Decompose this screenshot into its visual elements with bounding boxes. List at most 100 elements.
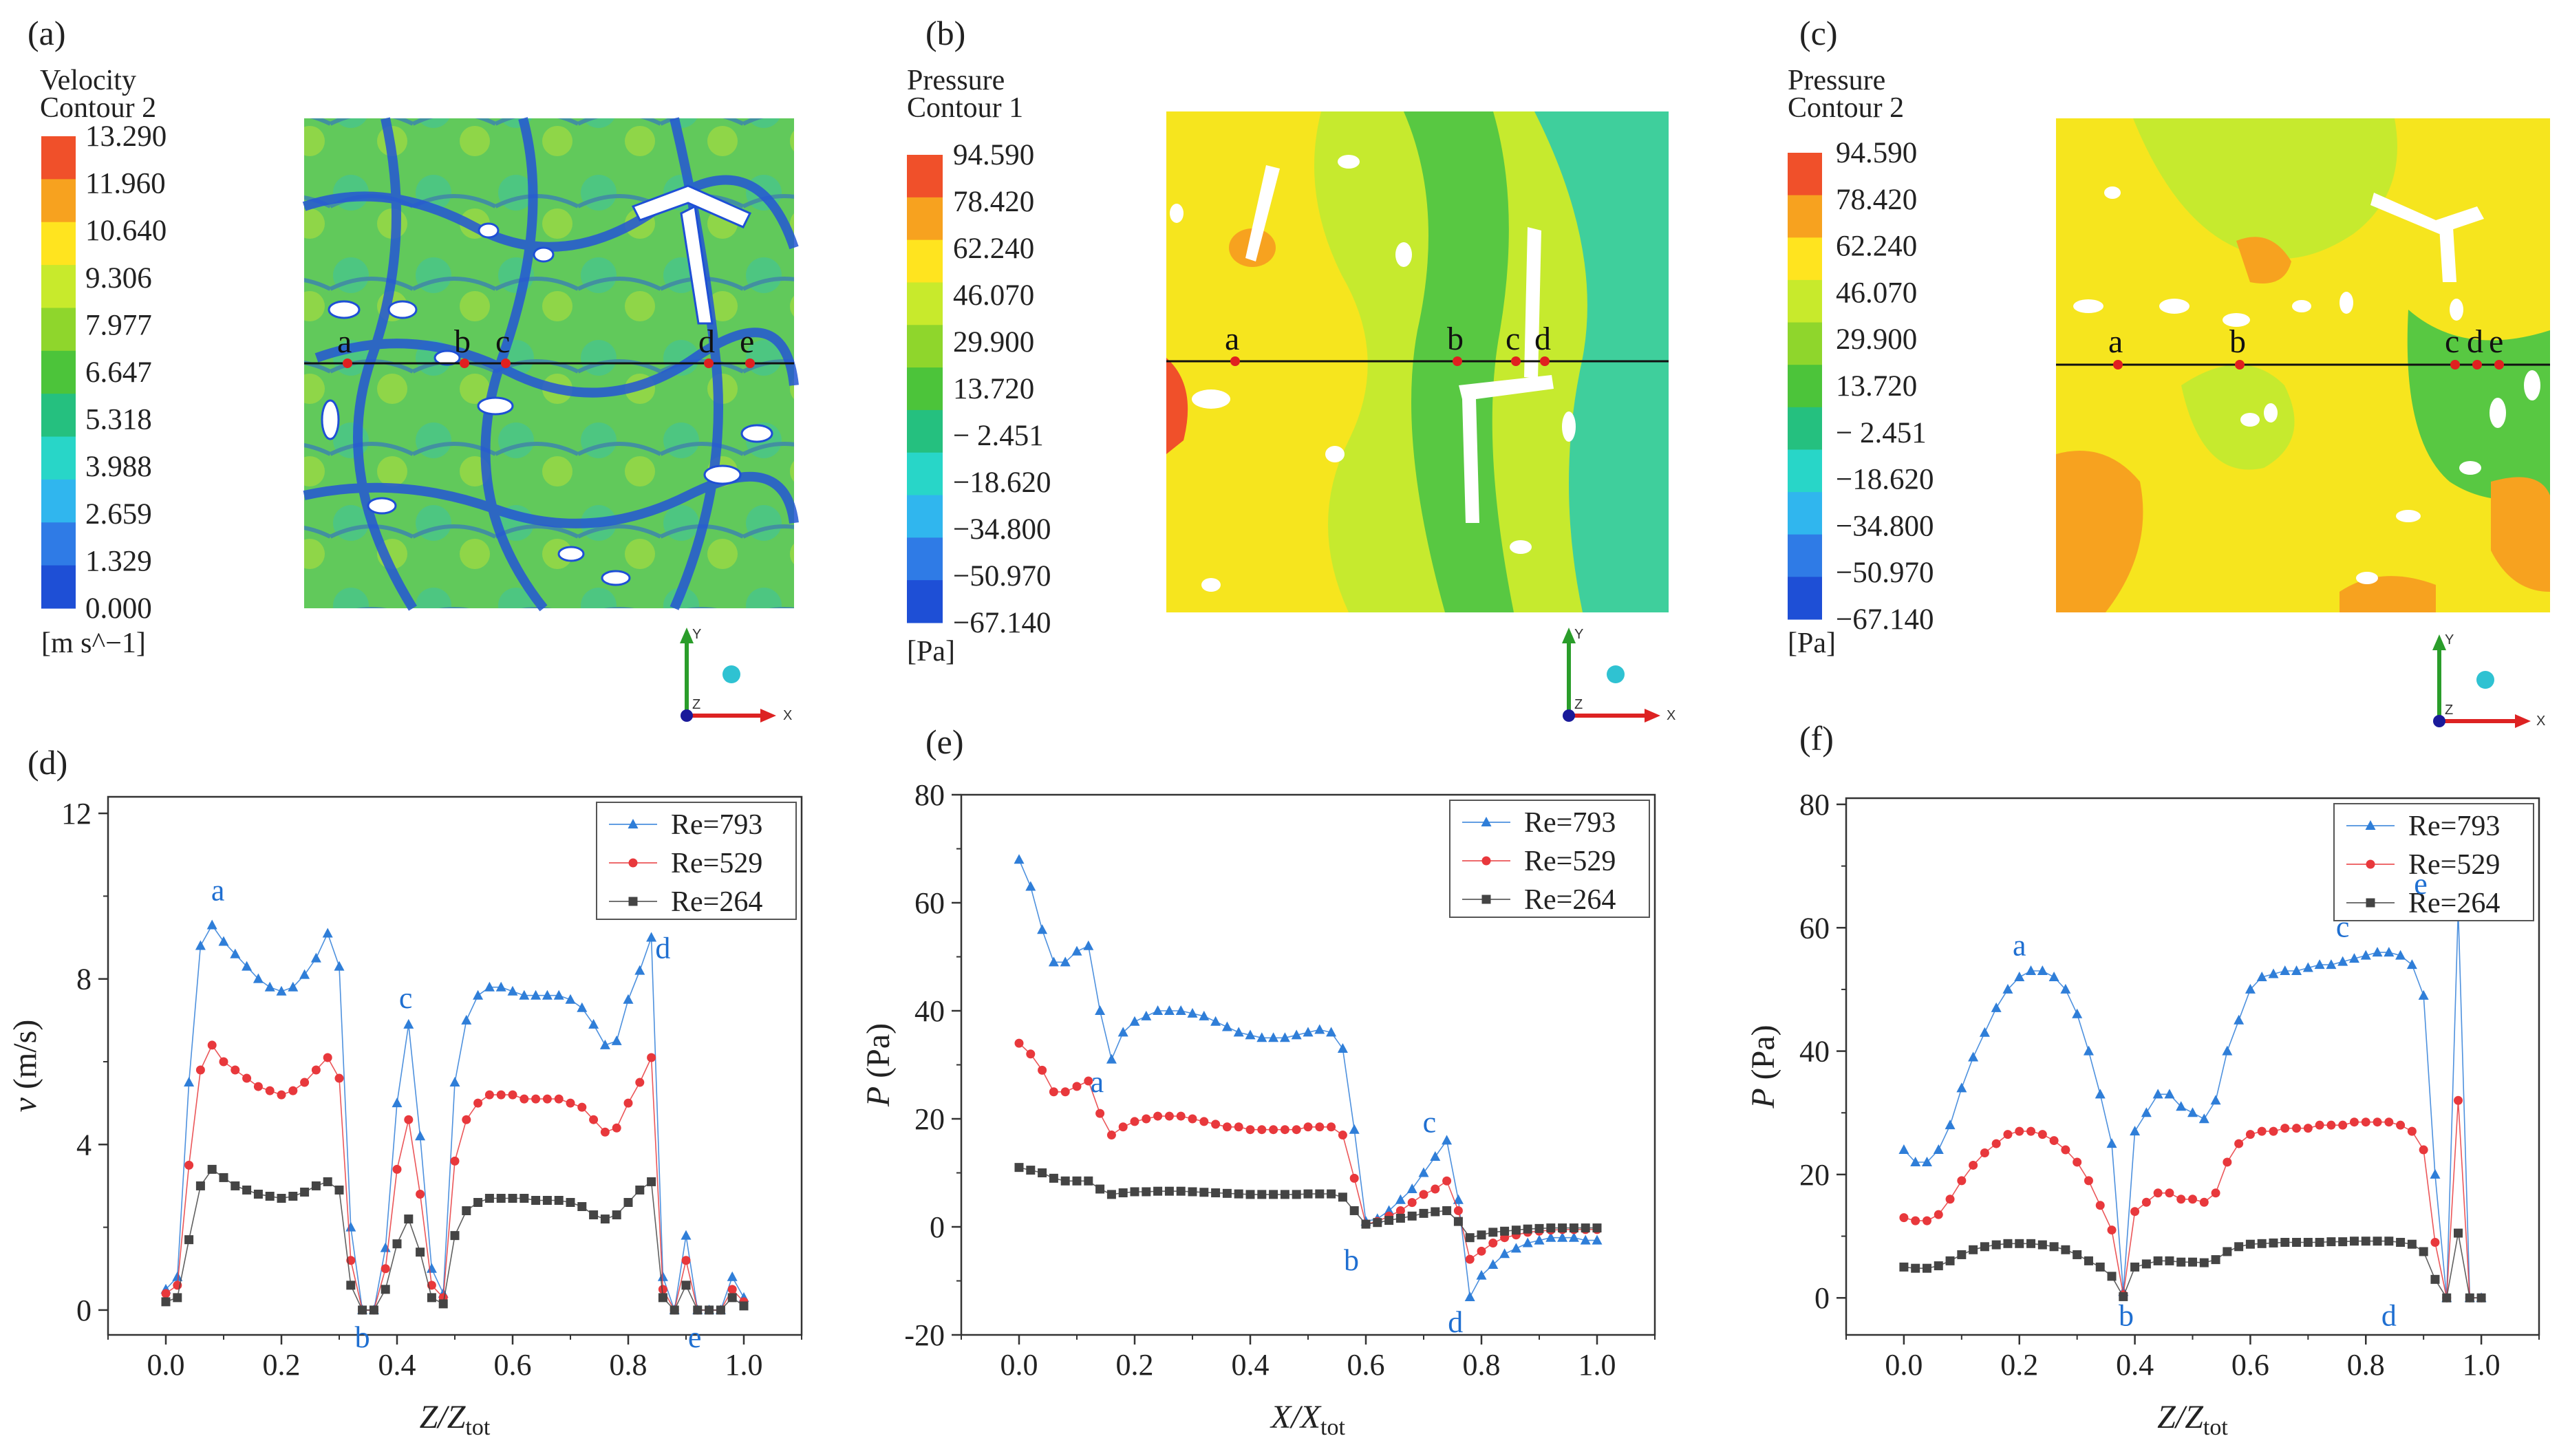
data-point bbox=[2348, 953, 2359, 963]
data-point bbox=[1453, 1194, 1464, 1204]
data-point bbox=[1095, 1109, 1105, 1118]
data-point bbox=[2292, 1238, 2302, 1248]
colorbar-tick-label: 46.070 bbox=[953, 279, 1034, 312]
legend-label: Re=793 bbox=[671, 809, 762, 841]
data-point bbox=[2211, 1255, 2220, 1265]
triad-z-dot bbox=[2433, 715, 2445, 727]
data-point bbox=[1234, 1122, 1243, 1132]
data-point bbox=[1038, 1065, 1047, 1075]
data-point bbox=[2407, 1126, 2417, 1136]
data-point bbox=[449, 1077, 460, 1087]
colorbar-tick-label: 9.306 bbox=[85, 262, 152, 295]
data-point bbox=[2095, 1089, 2106, 1099]
data-point bbox=[1176, 1111, 1186, 1121]
data-point bbox=[1911, 1263, 1920, 1273]
data-point bbox=[1245, 1125, 1255, 1135]
data-point bbox=[161, 1297, 171, 1307]
data-point bbox=[473, 1098, 483, 1108]
data-point bbox=[1315, 1189, 1325, 1199]
data-point bbox=[2366, 898, 2375, 908]
data-point bbox=[1969, 1160, 1978, 1170]
data-point bbox=[2106, 1138, 2117, 1148]
x-tick-label: 0.4 bbox=[1232, 1348, 1270, 1382]
data-point bbox=[554, 1094, 564, 1104]
data-point bbox=[1199, 1117, 1209, 1126]
data-point bbox=[173, 1293, 182, 1303]
data-point bbox=[693, 1305, 703, 1315]
data-point bbox=[195, 1065, 205, 1075]
y-tick-label: 60 bbox=[914, 886, 945, 920]
data-point bbox=[1991, 1139, 2001, 1148]
data-point bbox=[1945, 1256, 1955, 1265]
data-point bbox=[2373, 1236, 2382, 1246]
colorbar-swatch bbox=[1788, 279, 1822, 323]
data-point bbox=[1534, 1223, 1544, 1233]
colorbar-tick-label: −50.970 bbox=[953, 560, 1051, 592]
data-point bbox=[1522, 1237, 1533, 1248]
data-point bbox=[508, 1193, 517, 1203]
point-c-marker bbox=[501, 358, 511, 368]
data-point bbox=[2198, 1113, 2209, 1124]
colorbar-tick-label: − 2.451 bbox=[953, 420, 1044, 452]
point-a-label: a bbox=[1225, 321, 1239, 357]
colorbar-tick-label: −34.800 bbox=[953, 513, 1051, 546]
data-point bbox=[1118, 1122, 1128, 1132]
sample-points-b: a b c d bbox=[1225, 321, 1551, 366]
data-point bbox=[392, 1164, 402, 1174]
data-point bbox=[612, 1210, 621, 1220]
data-point bbox=[1222, 1122, 1232, 1132]
data-point bbox=[2072, 1008, 2083, 1018]
data-point bbox=[1968, 1051, 1979, 1062]
data-point bbox=[277, 1193, 286, 1203]
data-point bbox=[1395, 1213, 1405, 1223]
data-point bbox=[1026, 1166, 1036, 1175]
data-point bbox=[1221, 1021, 1232, 1031]
contour-c-green-top bbox=[2133, 118, 2397, 259]
triad-sphere bbox=[2476, 671, 2494, 689]
series-line bbox=[165, 923, 745, 1311]
point-annotation: b bbox=[355, 1320, 370, 1354]
axes-triad-a: Y Z X bbox=[680, 627, 792, 723]
data-point bbox=[172, 1271, 183, 1281]
series-line bbox=[1018, 1166, 1597, 1239]
data-point bbox=[369, 1305, 378, 1315]
contour-a-channels bbox=[302, 117, 799, 612]
data-point bbox=[1187, 1007, 1198, 1018]
data-point bbox=[288, 1086, 298, 1095]
data-point bbox=[1303, 1027, 1314, 1037]
colorbar-tick-label: 78.420 bbox=[953, 186, 1034, 218]
data-point bbox=[2442, 1293, 2452, 1303]
triad-y-label: Y bbox=[692, 627, 701, 642]
data-point bbox=[1384, 1216, 1394, 1225]
contour-b-red-spot bbox=[1166, 358, 1188, 454]
panel-b-label: (b) bbox=[925, 14, 965, 52]
data-point bbox=[519, 989, 530, 1000]
data-point bbox=[1545, 1232, 1556, 1242]
colorbar-swatch bbox=[907, 155, 943, 198]
point-annotation: c bbox=[2336, 910, 2350, 944]
y-tick-label: 40 bbox=[914, 994, 945, 1028]
data-point bbox=[2095, 1201, 2105, 1210]
colorbar-tick-label: 62.240 bbox=[953, 233, 1034, 265]
axes-triad-b: Y Z X bbox=[1562, 627, 1675, 723]
triad-sphere bbox=[1607, 665, 1625, 683]
colorbar-swatch bbox=[1788, 449, 1822, 493]
data-point bbox=[403, 1018, 414, 1029]
data-point bbox=[2073, 1157, 2082, 1167]
data-point bbox=[1291, 1029, 1302, 1040]
data-point bbox=[1084, 1176, 1093, 1186]
data-point bbox=[2199, 1197, 2209, 1207]
data-point bbox=[1510, 1243, 1521, 1253]
data-point bbox=[1269, 1190, 1278, 1199]
data-point bbox=[2188, 1195, 2197, 1204]
data-point bbox=[1465, 1254, 1475, 1264]
colorbar-tick-label: −67.140 bbox=[1836, 603, 1934, 636]
data-point bbox=[1153, 1005, 1164, 1015]
data-point bbox=[531, 989, 542, 1000]
data-point bbox=[2130, 1126, 2141, 1136]
colorbar-swatch bbox=[41, 522, 76, 566]
data-point bbox=[1488, 1259, 1499, 1269]
triad-y-head bbox=[1562, 628, 1576, 643]
data-point bbox=[2084, 1176, 2093, 1186]
point-annotation: d bbox=[1448, 1305, 1463, 1339]
